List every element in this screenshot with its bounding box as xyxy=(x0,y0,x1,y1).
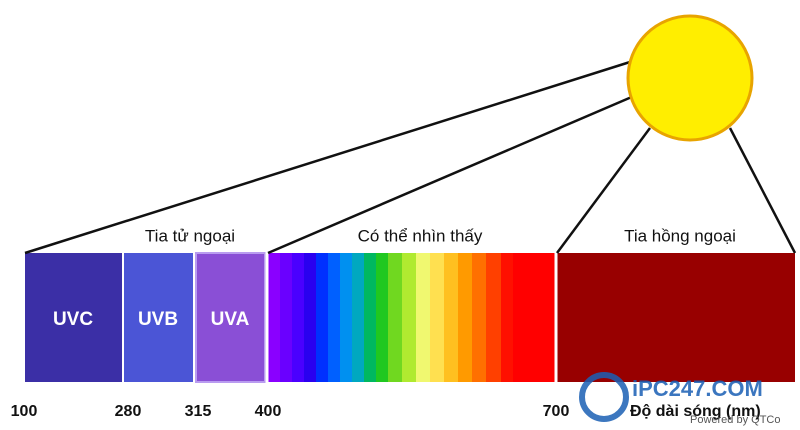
spectrum-stripe xyxy=(430,253,445,382)
spectrum-stripe xyxy=(304,253,317,382)
region-label: Tia hồng ngoại xyxy=(624,226,736,245)
ray xyxy=(267,94,635,255)
spectrum-stripe xyxy=(292,253,305,382)
sun xyxy=(626,14,754,142)
uvb-band xyxy=(124,253,193,382)
spectrum-stripe xyxy=(268,253,281,382)
spectrum-stripe xyxy=(444,253,459,382)
region-label: Có thể nhìn thấy xyxy=(358,226,483,245)
band-label: UVA xyxy=(211,309,250,330)
ray xyxy=(24,60,631,255)
tick-label: 700 xyxy=(543,403,570,420)
spectrum-stripe xyxy=(316,253,329,382)
spectrum-stripe xyxy=(458,253,473,382)
spectrum-stripe xyxy=(280,253,293,382)
infrared-band xyxy=(557,253,795,382)
spectrum-stripe xyxy=(328,253,341,382)
ray xyxy=(728,127,797,254)
tick-label: 400 xyxy=(255,403,282,420)
rays xyxy=(24,60,797,255)
band-label: UVB xyxy=(138,309,178,330)
tick-label: 280 xyxy=(115,403,142,420)
spectrum-stripe xyxy=(364,253,377,382)
spectrum-stripe xyxy=(486,253,502,382)
spectrum-stripe xyxy=(501,253,514,382)
band-label: UVC xyxy=(53,309,93,330)
spectrum-stripe xyxy=(376,253,389,382)
visible-spectrum xyxy=(268,253,569,382)
watermark-logo xyxy=(579,372,629,422)
region-label: Tia tử ngoại xyxy=(145,226,235,245)
tick-label: 100 xyxy=(11,403,38,420)
spectrum-stripe xyxy=(416,253,431,382)
axis-label: Độ dài sóng (nm) xyxy=(630,403,761,420)
spectrum-stripe xyxy=(402,253,417,382)
spectrum-stripe xyxy=(472,253,487,382)
ray xyxy=(555,127,652,254)
spectrum-stripe xyxy=(388,253,403,382)
spectrum-stripe xyxy=(352,253,365,382)
uvc-band xyxy=(25,253,122,382)
spectrum-stripe xyxy=(340,253,353,382)
watermark-brand: iPC247.COM xyxy=(632,376,763,401)
tick-label: 315 xyxy=(185,403,212,420)
uva-band xyxy=(195,252,266,383)
watermark-credit: Powered by QTCo xyxy=(690,414,780,426)
